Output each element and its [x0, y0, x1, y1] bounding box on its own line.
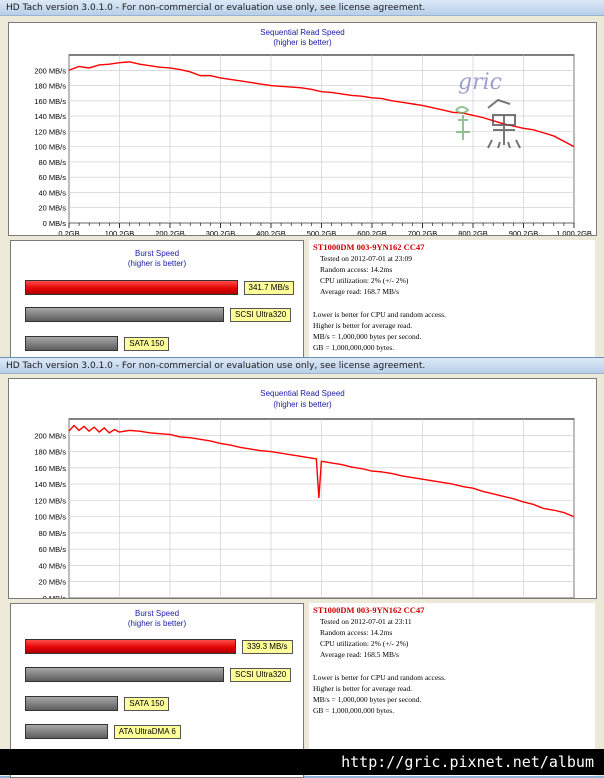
- burst-subtitle: (higher is better): [127, 619, 187, 628]
- note-line: MB/s = 1,000,000 bytes per second.: [313, 332, 422, 341]
- burst-title: Burst Speed: [134, 609, 180, 618]
- y-tick-label: 20 MB/s: [38, 578, 66, 587]
- burst-bar: [25, 667, 225, 682]
- y-tick-label: 140 MB/s: [34, 480, 66, 489]
- note-line: MB/s = 1,000,000 bytes per second.: [313, 695, 422, 704]
- burst-speed-panel: Burst Speed (higher is better) 050100150…: [10, 603, 304, 778]
- y-tick-label: 60 MB/s: [38, 173, 66, 182]
- y-tick-label: 140 MB/s: [34, 112, 66, 121]
- average-read: Average read: 168.5 MB/s: [320, 650, 400, 659]
- x-tick-label: 900.2GB: [509, 229, 539, 235]
- sequential-read-chart-panel: Sequential Read Speed (higher is better)…: [8, 22, 597, 236]
- y-tick-label: 0 MB/s: [43, 594, 67, 598]
- sequential-read-chart: 0 MB/s 20 MB/s 40 MB/s 60 MB/s 80 MB/s 100 MB…: [34, 418, 575, 598]
- cpu-utilization: CPU utilization: 2% (+/- 2%): [320, 276, 409, 285]
- note-line: Lower is better for CPU and random acces…: [313, 673, 446, 682]
- burst-bar: [25, 696, 119, 711]
- burst-bar-label: SCSI Ultra320: [230, 668, 292, 682]
- x-tick-label: 800.2GB: [458, 229, 488, 235]
- y-tick-label: 120 MB/s: [34, 127, 66, 136]
- burst-bar-label: SATA 150: [124, 697, 170, 711]
- y-tick-label: 120 MB/s: [34, 496, 66, 505]
- tested-on: Tested on 2012-07-01 at 23:11: [320, 617, 412, 626]
- x-tick-label: 200.2GB: [155, 229, 185, 235]
- average-read: Average read: 168.7 MB/s: [320, 287, 400, 296]
- drive-model: ST1000DM 003-9YN162 CC47: [313, 242, 425, 252]
- burst-speed-panel: Burst Speed (higher is better) 341.7 MB/…: [10, 240, 304, 362]
- window-title-bar: HD Tach version 3.0.1.0 - For non-commer…: [0, 0, 604, 16]
- y-tick-label: 200 MB/s: [34, 431, 66, 440]
- y-tick-label: 100 MB/s: [34, 513, 66, 522]
- y-tick-label: 200 MB/s: [34, 66, 66, 75]
- sequential-read-chart: 0 MB/s 20 MB/s 40 MB/s 60 MB/s 80 MB/s 100 MB…: [34, 54, 592, 235]
- drive-info-panel: ST1000DM 003-9YN162 CC47 Tested on 2012-…: [309, 240, 595, 360]
- chart-title: Sequential Read Speed: [260, 28, 345, 37]
- note-line: GB = 1,000,000,000 bytes.: [313, 343, 395, 352]
- note-line: GB = 1,000,000,000 bytes.: [313, 706, 395, 715]
- burst-bar: [25, 280, 238, 295]
- chart-title: Sequential Read Speed: [260, 389, 345, 398]
- window-title-bar: HD Tach version 3.0.1.0 - For non-commer…: [0, 358, 604, 374]
- chart-subtitle: (higher is better): [273, 38, 332, 47]
- random-access: Random access: 14.2ms: [320, 628, 393, 637]
- note-line: Lower is better for CPU and random acces…: [313, 310, 446, 319]
- x-tick-label: 1,000.2GB: [556, 229, 592, 235]
- x-tick-label: 400.2GB: [256, 229, 286, 235]
- y-tick-label: 180 MB/s: [34, 448, 66, 457]
- footer-url: http://gric.pixnet.net/album: [341, 753, 594, 771]
- y-tick-label: 160 MB/s: [34, 97, 66, 106]
- burst-bar-label: SCSI Ultra320: [230, 308, 292, 322]
- burst-bar: [25, 336, 119, 351]
- burst-title: Burst Speed: [134, 249, 180, 258]
- burst-bar-label: ATA UltraDMA 6: [113, 725, 181, 739]
- hdtach-window-1: HD Tach version 3.0.1.0 - For non-commer…: [0, 0, 604, 362]
- drive-model: ST1000DM 003-9YN162 CC47: [313, 605, 425, 615]
- burst-bar: [25, 639, 237, 654]
- read-speed-series: [68, 424, 575, 518]
- y-tick-label: 160 MB/s: [34, 464, 66, 473]
- burst-bar: [25, 307, 225, 322]
- x-tick-label: 100.2GB: [105, 229, 135, 235]
- y-tick-label: 20 MB/s: [38, 204, 66, 213]
- burst-bar-label: 341.7 MB/s: [243, 281, 294, 295]
- tested-on: Tested on 2012-07-01 at 23:09: [320, 254, 412, 263]
- x-tick-label: 0.2GB: [58, 229, 79, 235]
- drive-info-panel: ST1000DM 003-9YN162 CC47 Tested on 2012-…: [309, 603, 595, 776]
- note-line: Higher is better for average read.: [313, 321, 413, 330]
- note-line: Higher is better for average read.: [313, 684, 413, 693]
- chart-subtitle: (higher is better): [273, 400, 332, 409]
- burst-bar-label: 339.3 MB/s: [242, 640, 293, 654]
- burst-subtitle: (higher is better): [127, 259, 187, 268]
- y-tick-label: 0 MB/s: [43, 219, 67, 228]
- x-tick-label: 700.2GB: [408, 229, 438, 235]
- hdtach-window-2: HD Tach version 3.0.1.0 - For non-commer…: [0, 357, 604, 778]
- y-tick-label: 60 MB/s: [38, 545, 66, 554]
- y-tick-label: 40 MB/s: [38, 188, 66, 197]
- y-tick-label: 180 MB/s: [34, 82, 66, 91]
- sequential-read-chart-panel: Sequential Read Speed (higher is better)…: [8, 378, 597, 599]
- x-tick-label: 500.2GB: [307, 229, 337, 235]
- y-tick-label: 80 MB/s: [38, 158, 66, 167]
- x-tick-label: 300.2GB: [206, 229, 236, 235]
- y-tick-label: 80 MB/s: [38, 529, 66, 538]
- random-access: Random access: 14.2ms: [320, 265, 393, 274]
- y-tick-label: 40 MB/s: [38, 561, 66, 570]
- cpu-utilization: CPU utilization: 2% (+/- 2%): [320, 639, 409, 648]
- burst-bar: [25, 724, 108, 739]
- footer-bar: http://gric.pixnet.net/album: [0, 749, 604, 775]
- burst-bar-label: SATA 150: [124, 337, 170, 351]
- x-tick-label: 600.2GB: [357, 229, 387, 235]
- y-tick-label: 100 MB/s: [34, 143, 66, 152]
